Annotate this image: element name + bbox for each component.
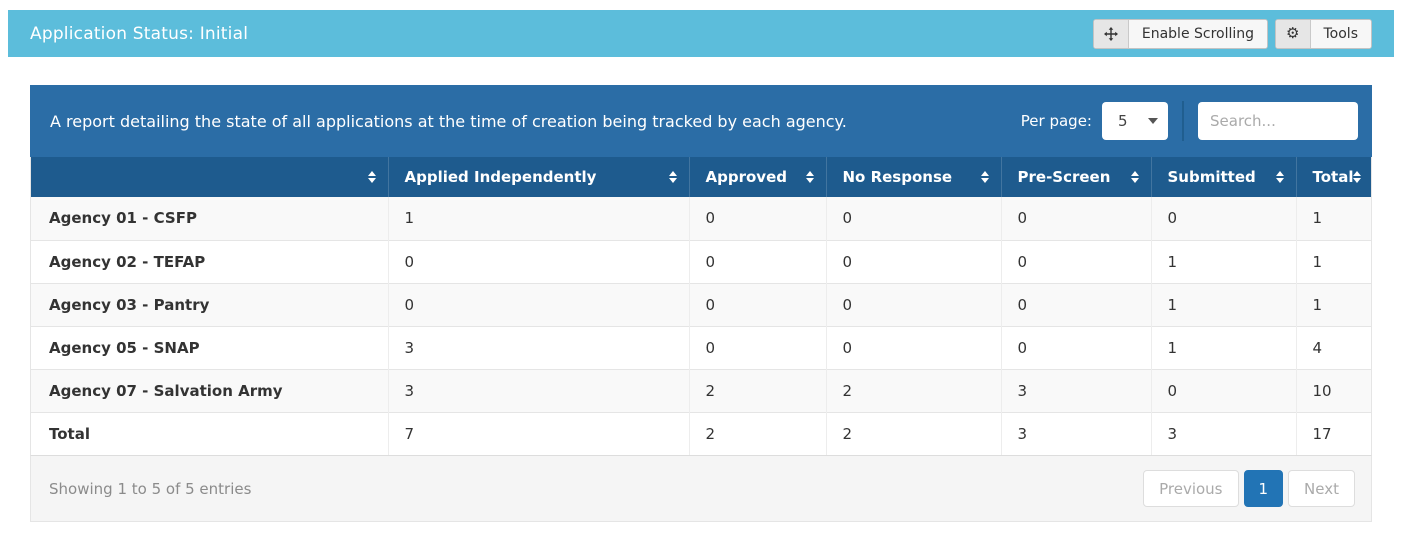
sort-icon bbox=[1130, 171, 1139, 183]
table-row: Agency 01 - CSFP 1 0 0 0 0 1 bbox=[31, 197, 1371, 240]
column-header-no-response[interactable]: No Response bbox=[825, 157, 1001, 197]
table-body: Agency 01 - CSFP 1 0 0 0 0 1 Agency 02 - TEFAP 0… bbox=[31, 197, 1371, 455]
move-icon bbox=[1093, 19, 1129, 48]
per-page-value: 5 bbox=[1118, 112, 1128, 130]
report-panel: A report detailing the state of all appl… bbox=[30, 85, 1372, 522]
sort-icon bbox=[1275, 171, 1284, 183]
page-title: Application Status: Initial bbox=[30, 23, 249, 44]
value-cell: 0 bbox=[387, 239, 689, 283]
header-row: Applied Independently Approved No Response… bbox=[31, 157, 1371, 197]
value-cell: 17 bbox=[1295, 411, 1371, 455]
enable-scrolling-button[interactable]: Enable Scrolling bbox=[1092, 18, 1269, 49]
tools-button[interactable]: ⚙ Tools bbox=[1275, 18, 1372, 49]
value-cell: 0 bbox=[1150, 368, 1296, 412]
table-footer: Showing 1 to 5 of 5 entries Previous 1 N… bbox=[30, 455, 1372, 522]
table-row: Agency 03 - Pantry 0 0 0 0 1 1 bbox=[31, 282, 1371, 326]
value-cell: 3 bbox=[1150, 411, 1296, 455]
value-cell: 0 bbox=[1000, 197, 1151, 240]
row-label-cell: Agency 07 - Salvation Army bbox=[31, 368, 388, 412]
row-label-cell: Total bbox=[31, 411, 388, 455]
value-cell: 1 bbox=[387, 197, 689, 240]
column-header-agency[interactable] bbox=[31, 157, 388, 197]
value-cell: 0 bbox=[387, 282, 689, 326]
gear-icon: ⚙ bbox=[1276, 19, 1311, 48]
header-divider bbox=[1182, 101, 1184, 141]
sort-icon bbox=[668, 171, 677, 183]
sort-icon bbox=[1353, 171, 1362, 183]
row-label-cell: Agency 01 - CSFP bbox=[49, 209, 197, 228]
showing-entries-text: Showing 1 to 5 of 5 entries bbox=[49, 479, 252, 498]
value-cell: 1 bbox=[1295, 197, 1371, 240]
value-cell: 0 bbox=[688, 282, 826, 326]
column-header-submitted[interactable]: Submitted bbox=[1150, 157, 1296, 197]
value-cell: 3 bbox=[1000, 411, 1151, 455]
enable-scrolling-label: Enable Scrolling bbox=[1128, 19, 1268, 48]
value-cell: 2 bbox=[688, 368, 826, 412]
row-label-cell: Agency 05 - SNAP bbox=[31, 325, 388, 369]
sort-icon bbox=[980, 171, 989, 183]
table-row: Agency 07 - Salvation Army 3 2 2 3 0 10 bbox=[31, 368, 1371, 412]
column-header-applied-independently[interactable]: Applied Independently bbox=[387, 157, 689, 197]
next-button[interactable]: Next bbox=[1288, 470, 1355, 507]
table-wrap: Applied Independently Approved No Response… bbox=[30, 157, 1372, 455]
value-cell: 1 bbox=[1295, 239, 1371, 283]
value-cell: 7 bbox=[387, 411, 689, 455]
value-cell: 0 bbox=[825, 325, 1001, 369]
table-row: Agency 02 - TEFAP 0 0 0 0 1 1 bbox=[31, 239, 1371, 283]
value-cell: 2 bbox=[825, 411, 1001, 455]
previous-button[interactable]: Previous bbox=[1143, 470, 1239, 507]
sort-icon bbox=[805, 171, 814, 183]
table-row: Agency 05 - SNAP 3 0 0 0 1 4 bbox=[31, 325, 1371, 369]
value-cell: 1 bbox=[1295, 282, 1371, 326]
column-header-approved[interactable]: Approved bbox=[688, 157, 826, 197]
row-label-cell: Agency 03 - Pantry bbox=[31, 282, 388, 326]
search-input[interactable] bbox=[1198, 102, 1358, 140]
value-cell: 1 bbox=[1150, 239, 1296, 283]
per-page-label: Per page: bbox=[1020, 112, 1092, 130]
report-table: Applied Independently Approved No Response… bbox=[31, 157, 1371, 455]
value-cell: 0 bbox=[825, 282, 1001, 326]
value-cell: 1 bbox=[1150, 325, 1296, 369]
value-cell: 0 bbox=[825, 239, 1001, 283]
value-cell: 4 bbox=[1295, 325, 1371, 369]
panel-controls: Per page: 5 bbox=[1021, 101, 1358, 141]
per-page-select[interactable]: 5 bbox=[1102, 102, 1168, 140]
value-cell: 0 bbox=[1000, 325, 1151, 369]
value-cell: 2 bbox=[688, 411, 826, 455]
value-cell: 3 bbox=[1000, 368, 1151, 412]
report-description: A report detailing the state of all appl… bbox=[50, 111, 847, 131]
panel-header: A report detailing the state of all appl… bbox=[30, 85, 1372, 157]
top-bar: Application Status: Initial Enable Scrol… bbox=[8, 10, 1394, 57]
value-cell: 0 bbox=[688, 239, 826, 283]
value-cell: 0 bbox=[825, 197, 1001, 240]
column-header-label: Approved bbox=[705, 168, 787, 186]
value-cell: 10 bbox=[1295, 368, 1371, 412]
sort-icon bbox=[367, 171, 376, 183]
column-header-label: Pre-Screen bbox=[1017, 168, 1111, 186]
column-header-label: Applied Independently bbox=[404, 168, 597, 186]
value-cell: 0 bbox=[688, 325, 826, 369]
column-header-pre-screen[interactable]: Pre-Screen bbox=[1000, 157, 1151, 197]
column-header-label: Submitted bbox=[1167, 168, 1256, 186]
column-header-label: No Response bbox=[842, 168, 953, 186]
value-cell: 0 bbox=[1150, 197, 1296, 240]
value-cell: 3 bbox=[387, 325, 689, 369]
value-cell: 0 bbox=[1000, 239, 1151, 283]
table-row: Total 7 2 2 3 3 17 bbox=[31, 411, 1371, 455]
value-cell: 0 bbox=[1000, 282, 1151, 326]
value-cell: 1 bbox=[1150, 282, 1296, 326]
top-bar-actions: Enable Scrolling ⚙ Tools bbox=[1092, 18, 1372, 49]
value-cell: 3 bbox=[387, 368, 689, 412]
caret-down-icon bbox=[1148, 118, 1158, 124]
page-1-button[interactable]: 1 bbox=[1243, 470, 1284, 507]
column-header-label: Total bbox=[1312, 168, 1354, 186]
tools-label: Tools bbox=[1310, 19, 1371, 48]
pagination: Previous 1 Next bbox=[1143, 470, 1355, 507]
column-header-total[interactable]: Total bbox=[1295, 157, 1371, 197]
value-cell: 0 bbox=[688, 197, 826, 240]
value-cell: 2 bbox=[825, 368, 1001, 412]
row-label-cell: Agency 02 - TEFAP bbox=[31, 239, 388, 283]
